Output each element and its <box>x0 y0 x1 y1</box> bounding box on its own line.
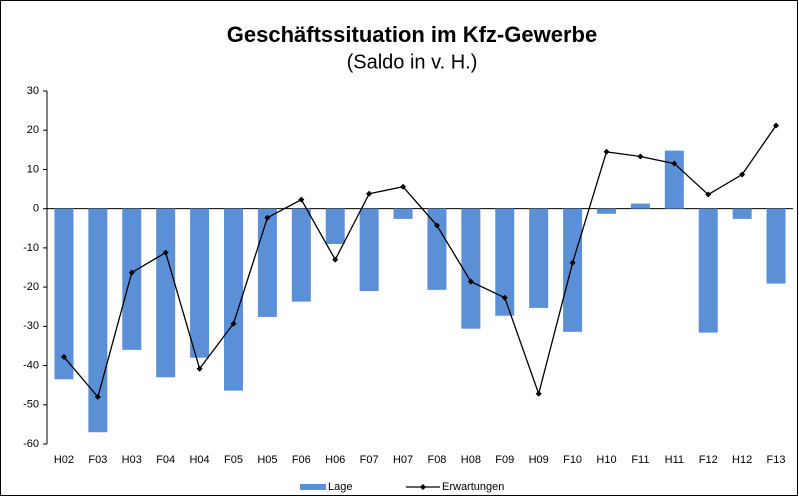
y-tick-label: -40 <box>23 359 39 371</box>
legend-label: Lage <box>328 481 352 493</box>
bar <box>529 208 549 308</box>
marker <box>569 259 576 266</box>
x-tick-label: H03 <box>122 454 142 466</box>
x-tick-label: H04 <box>189 454 209 466</box>
marker <box>332 256 339 263</box>
marker <box>637 153 644 160</box>
bar <box>257 208 277 317</box>
x-tick-label: F05 <box>224 454 243 466</box>
chart-subtitle: (Saldo in v. H.) <box>347 51 478 73</box>
marker <box>773 122 780 129</box>
marker <box>162 249 169 256</box>
x-tick-label: H09 <box>529 454 549 466</box>
x-tick-label: H08 <box>461 454 481 466</box>
legend-marker <box>420 484 426 490</box>
marker <box>264 214 271 221</box>
line <box>63 125 777 399</box>
x-tick-label: F04 <box>156 454 175 466</box>
x-tick-label: F11 <box>631 454 649 466</box>
bar <box>359 208 379 292</box>
bar <box>325 208 345 244</box>
marker <box>501 294 508 301</box>
marker <box>298 196 305 203</box>
marker <box>705 191 712 198</box>
x-tick-label: F12 <box>699 454 718 466</box>
marker <box>60 353 67 360</box>
bar <box>664 150 684 209</box>
y-tick-label: 10 <box>27 163 39 175</box>
x-tick-label: F07 <box>360 454 379 466</box>
marker <box>433 222 440 229</box>
marker <box>603 148 610 155</box>
bar <box>393 208 413 219</box>
x-tick-label: H07 <box>393 454 413 466</box>
bar <box>766 208 786 284</box>
x-tick-label: F06 <box>292 454 311 466</box>
y-tick-label: 20 <box>27 124 39 136</box>
x-tick-label: F08 <box>427 454 446 466</box>
x-tick-label: H11 <box>665 454 684 466</box>
bar <box>563 208 583 332</box>
y-tick-label: -20 <box>23 281 39 293</box>
y-tick-label: -50 <box>23 399 39 411</box>
marker <box>535 390 542 397</box>
x-tick-label: H10 <box>596 454 616 466</box>
x-tick-label: H02 <box>54 454 74 466</box>
bar <box>630 203 650 209</box>
bar <box>291 208 311 302</box>
marker <box>94 393 101 400</box>
x-tick-label: F10 <box>563 454 582 466</box>
y-tick-label: -60 <box>23 438 39 450</box>
marker <box>366 190 373 197</box>
marker <box>128 269 135 276</box>
bar <box>224 208 243 391</box>
bar <box>427 208 447 290</box>
marker <box>739 171 746 178</box>
bar <box>597 208 616 214</box>
x-tick-label: F13 <box>767 454 786 466</box>
bar <box>88 208 108 433</box>
y-tick-label: 0 <box>33 203 39 215</box>
chart-title: Geschäftssituation im Kfz-Gewerbe <box>227 22 597 47</box>
y-tick-label: -30 <box>23 320 39 332</box>
x-tick-label: H06 <box>325 454 345 466</box>
bar <box>732 208 752 219</box>
bar <box>156 208 176 378</box>
x-tick-label: H12 <box>732 454 752 466</box>
marker <box>196 365 203 372</box>
legend-swatch <box>300 484 326 490</box>
bar <box>461 208 481 329</box>
bar <box>495 208 515 316</box>
bar <box>698 208 718 333</box>
x-tick-label: F03 <box>88 454 107 466</box>
x-tick-label: F09 <box>495 454 514 466</box>
bar <box>190 208 210 358</box>
bar <box>122 208 142 350</box>
y-tick-label: 30 <box>27 85 39 97</box>
marker <box>230 320 237 327</box>
legend-label: Erwartungen <box>442 481 504 493</box>
y-tick-label: -10 <box>23 242 39 254</box>
x-tick-label: H05 <box>257 454 277 466</box>
bar <box>54 208 74 380</box>
marker <box>671 160 678 167</box>
marker <box>400 183 407 190</box>
marker <box>467 278 474 285</box>
